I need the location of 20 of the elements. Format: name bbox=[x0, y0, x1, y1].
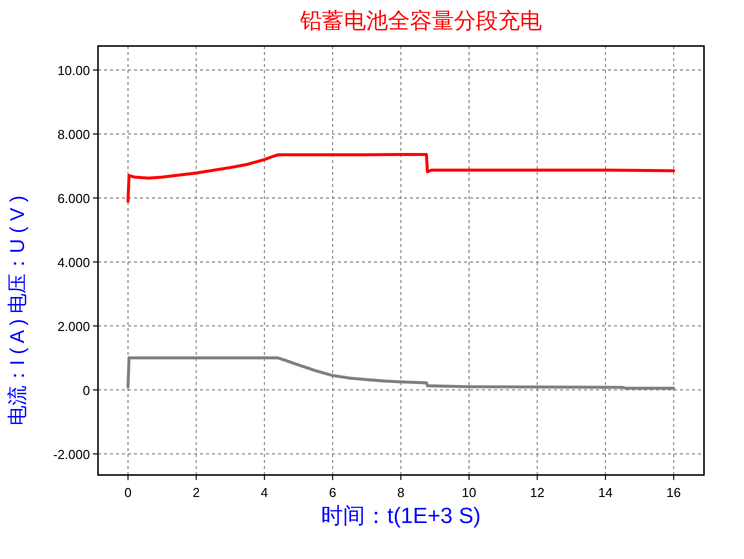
x-tick-label: 8 bbox=[397, 485, 404, 500]
y-tick-label: 2.000 bbox=[57, 318, 90, 334]
y-axis-title: 电流：I ( A ) 电压：U ( V ) bbox=[7, 195, 29, 426]
x-tick-label: 10 bbox=[462, 485, 476, 500]
x-axis-title: 时间：t(1E+3 S) bbox=[321, 503, 481, 528]
y-tick-label: 4.000 bbox=[57, 254, 90, 270]
y-tick-label: 8.000 bbox=[57, 126, 90, 142]
x-tick-label: 2 bbox=[192, 485, 200, 500]
y-tick-label: 10.00 bbox=[57, 62, 90, 78]
y-tick-label: 6.000 bbox=[57, 190, 90, 206]
x-tick-label: 4 bbox=[260, 485, 268, 500]
x-tick-label: 12 bbox=[530, 485, 544, 500]
y-tick-label: -2.000 bbox=[53, 446, 90, 462]
x-tick-label: 16 bbox=[666, 485, 681, 500]
x-tick-label: 6 bbox=[329, 485, 336, 500]
line-series bbox=[126, 152, 676, 203]
x-tick-label: 14 bbox=[598, 485, 613, 500]
y-tick-label: 0 bbox=[82, 382, 90, 398]
x-tick-label: 0 bbox=[124, 485, 132, 500]
chart-title: 铅蓄电池全容量分段充电 bbox=[299, 8, 542, 33]
